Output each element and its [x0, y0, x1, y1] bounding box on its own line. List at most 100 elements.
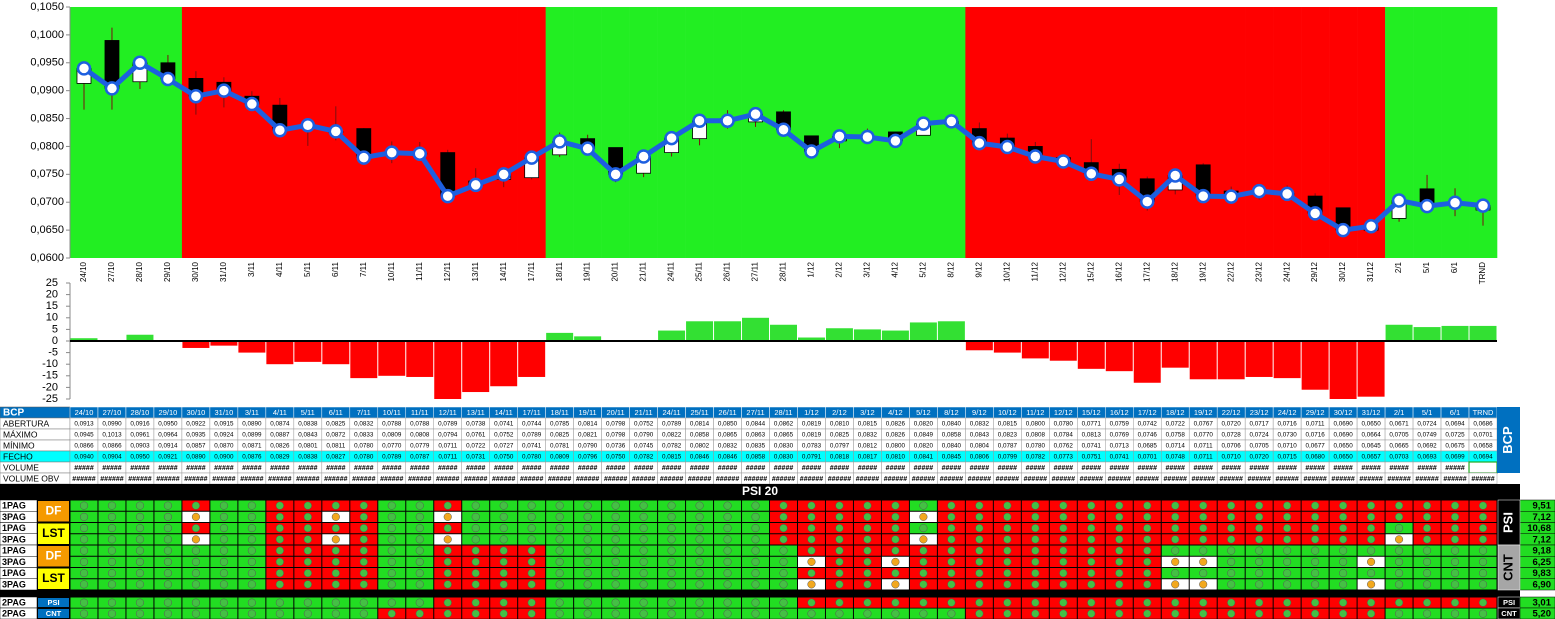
table-value: ######	[660, 476, 683, 483]
signal-dot	[1450, 512, 1460, 521]
table-value: #####	[1026, 465, 1046, 472]
signal-dot	[79, 535, 89, 544]
table-value: 0,0780	[354, 454, 374, 461]
signal-dot	[611, 569, 620, 578]
tag-label: CNT	[46, 609, 62, 618]
signal-dot	[1227, 569, 1236, 578]
signal-dot	[1003, 535, 1012, 544]
bar	[658, 330, 686, 341]
table-value: 0,0841	[914, 454, 934, 461]
signal-dot	[1367, 609, 1376, 618]
table-value: 0,0790	[634, 432, 654, 439]
signal-dot	[443, 524, 452, 533]
header-date: 3/11	[245, 408, 259, 417]
x-tick-label: 23/12	[1254, 261, 1263, 282]
signal-dot	[555, 609, 564, 618]
table-value: 0,0872	[326, 432, 346, 439]
table-value: 0,0800	[886, 443, 906, 450]
signal-dot	[639, 609, 648, 618]
signal-dot	[1003, 546, 1012, 555]
signal-dot	[1003, 524, 1012, 533]
table-value: 0,0833	[354, 432, 374, 439]
signal-dot	[331, 598, 340, 607]
row-value: 7,12	[1533, 512, 1552, 523]
header-date: 4/12	[888, 408, 903, 417]
signal-dot	[499, 557, 508, 566]
table-value: 0,0865	[774, 432, 794, 439]
table-value: 0,0722	[466, 443, 486, 450]
table-value: 0,0811	[326, 443, 345, 450]
table-value: #####	[942, 465, 962, 472]
table-value: 0,0819	[802, 432, 822, 439]
close-point	[160, 71, 176, 87]
signal-dot	[443, 501, 452, 510]
table-value: 0,0876	[242, 454, 262, 461]
table-value: 0,0790	[578, 443, 598, 450]
signal-dot	[1143, 598, 1152, 607]
header-date: 12/12	[1054, 408, 1073, 417]
table-value: 0,0741	[522, 443, 542, 450]
signal-dot	[779, 598, 788, 607]
table-value: #####	[102, 465, 122, 472]
table-value: ######	[408, 476, 431, 483]
signal-dot	[1450, 546, 1460, 555]
signal-dot	[1478, 569, 1488, 578]
signal-dot	[1143, 546, 1152, 555]
signal-dot	[1087, 524, 1096, 533]
bar	[434, 341, 462, 399]
table-value: 0,0771	[1082, 421, 1102, 428]
table-value: #####	[1165, 465, 1185, 472]
close-point	[748, 106, 763, 122]
signal-dot	[891, 557, 900, 566]
signal-dot	[1115, 569, 1124, 578]
signal-dot	[275, 535, 284, 544]
table-value: 0,0798	[606, 421, 626, 428]
signal-dot	[835, 557, 844, 566]
background-band	[1105, 7, 1134, 258]
signal-dot	[583, 580, 592, 589]
signal-dot	[387, 512, 396, 521]
signal-dot	[1171, 512, 1180, 521]
signal-dot	[779, 524, 788, 533]
table-value: 0,0810	[830, 421, 850, 428]
signal-dot	[1339, 546, 1348, 555]
row-label: 2PAG	[2, 608, 26, 618]
signal-dot	[779, 580, 788, 589]
signal-dot	[247, 569, 256, 578]
bar	[1273, 341, 1301, 379]
x-tick-label: 22/12	[1226, 261, 1235, 282]
table-value: 0,0686	[1473, 421, 1493, 428]
signal-dot	[947, 512, 956, 521]
signal-dot	[807, 609, 816, 618]
table-value: 0,0744	[522, 421, 542, 428]
close-point	[1335, 222, 1351, 238]
table-value: #####	[382, 465, 402, 472]
tag-box	[38, 523, 69, 544]
signal-dot	[443, 580, 452, 589]
signal-dot	[611, 598, 620, 607]
signal-dot	[443, 569, 452, 578]
signal-dot	[1311, 609, 1320, 618]
signal-dot	[779, 557, 788, 566]
table-value: 0,0806	[970, 454, 990, 461]
table-value: 0,0826	[886, 432, 906, 439]
signal-dot	[527, 512, 536, 521]
table-value: 0,0789	[438, 421, 458, 428]
header-date: 16/12	[1110, 408, 1129, 417]
signal-dot	[751, 512, 760, 521]
bar	[378, 341, 406, 376]
header-date: TRND	[1473, 408, 1494, 417]
background-band	[1161, 7, 1190, 258]
x-tick-label: 18/12	[1170, 261, 1179, 282]
signal-dot	[219, 557, 228, 566]
table-value: 0,0935	[186, 432, 206, 439]
close-point	[664, 130, 679, 146]
signal-dot	[1339, 580, 1348, 589]
signal-dot	[1283, 569, 1292, 578]
signal-dot	[1422, 524, 1432, 533]
y-tick-label: 0,1050	[30, 1, 64, 13]
x-tick-label: 5/1	[1422, 261, 1431, 273]
background-band	[433, 7, 463, 258]
signal-dot	[1143, 524, 1152, 533]
signal-dot	[583, 598, 592, 607]
